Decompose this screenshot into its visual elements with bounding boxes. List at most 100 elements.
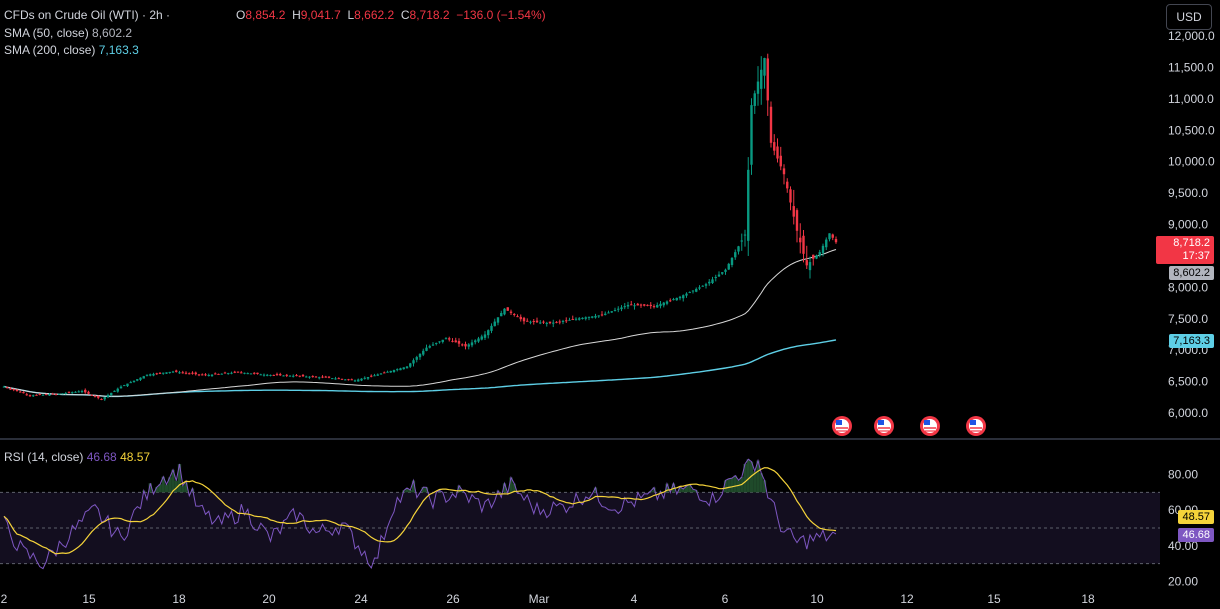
candle-body <box>737 246 740 252</box>
currency-button[interactable]: USD <box>1166 4 1212 30</box>
legend-sma200[interactable]: SMA (200, close) 7,163.3 <box>4 43 139 57</box>
candle-body <box>126 383 129 387</box>
candles-layer <box>2 53 838 401</box>
event-markers <box>832 416 986 436</box>
sma50-line <box>3 249 837 397</box>
candle-body <box>646 304 649 306</box>
candle-body <box>623 306 626 308</box>
candle-body <box>672 299 675 301</box>
rsi-overbought-fill <box>512 483 516 493</box>
rsi-overbought-fill <box>437 490 442 493</box>
price-tick-label: 10,000.0 <box>1168 155 1215 169</box>
candle-body <box>490 325 493 331</box>
candle-body <box>818 252 821 256</box>
price-tick-label: 12,000.0 <box>1168 29 1215 43</box>
sma200-line-layer <box>3 339 837 398</box>
candle-body <box>35 394 38 396</box>
candle-body <box>71 392 74 394</box>
candle-body <box>64 392 67 394</box>
candle-body <box>106 394 110 398</box>
candle-body <box>171 371 175 373</box>
candle-body <box>435 342 438 344</box>
last-price-tag: 8,718.2 17:37 <box>1156 236 1214 264</box>
candle-body <box>298 375 301 377</box>
candle-body <box>412 360 415 364</box>
candle-body <box>347 379 350 381</box>
candle-body <box>240 372 243 374</box>
time-tick-label: 15 <box>987 592 1001 606</box>
candle-body <box>526 320 529 322</box>
candle-body <box>246 373 249 375</box>
rsi-overbought-fill <box>665 483 669 493</box>
time-axis[interactable]: 2 15 18 20 24 26 Mar 4 6 10 12 15 18 <box>1 592 1095 606</box>
candle-body <box>571 319 574 321</box>
candle-body <box>448 338 451 340</box>
candle-body <box>425 347 428 351</box>
legend-rsi[interactable]: RSI (14, close) 46.68 48.57 <box>4 450 151 464</box>
price-axis[interactable]: 6,000.06,500.07,000.07,500.08,000.08,500… <box>1168 29 1215 589</box>
candle-body <box>548 321 552 324</box>
candle-body <box>747 169 750 241</box>
us-flag-event-icon[interactable] <box>966 416 986 436</box>
symbol-title: CFDs on Crude Oil (WTI) · 2h · <box>4 8 171 22</box>
candle-body <box>682 295 685 299</box>
candle-body <box>656 305 659 308</box>
legend-symbol[interactable]: CFDs on Crude Oil (WTI) · 2h · <box>4 8 170 22</box>
rsi-overbought-fill <box>756 460 760 493</box>
candle-body <box>41 394 45 396</box>
price-tick-label: 10,500.0 <box>1168 123 1215 137</box>
candle-body <box>555 321 558 323</box>
time-tick-label: 6 <box>722 592 729 606</box>
candle-body <box>545 322 548 324</box>
candle-body <box>243 372 246 374</box>
candle-body <box>587 316 591 318</box>
time-tick-label: 20 <box>262 592 276 606</box>
candle-body <box>311 376 314 378</box>
rsi-overbought-fill <box>502 483 507 493</box>
candle-body <box>724 269 727 272</box>
candle-body <box>194 372 197 375</box>
candle-body <box>535 320 539 323</box>
candle-body <box>376 374 379 376</box>
us-flag-event-icon[interactable] <box>920 416 940 436</box>
candle-body <box>337 378 340 380</box>
candle-body <box>522 317 526 322</box>
candle-body <box>776 146 779 159</box>
candle-body <box>766 58 769 101</box>
candle-body <box>740 240 743 242</box>
candle-body <box>116 388 119 392</box>
event-flag-canton <box>836 420 842 425</box>
candle-body <box>831 234 834 238</box>
candle-body <box>113 390 116 392</box>
candle-body <box>97 395 100 398</box>
legend-sma50[interactable]: SMA (50, close) 8,602.2 <box>4 26 133 40</box>
time-tick-label: 2 <box>1 592 8 606</box>
sma50-price-tag: 8,602.2 <box>1169 266 1214 280</box>
candle-body <box>282 375 285 377</box>
rsi-overbought-fill <box>684 486 689 493</box>
us-flag-event-icon[interactable] <box>874 416 894 436</box>
candle-body <box>197 374 201 376</box>
candle-body <box>162 372 165 374</box>
candle-body <box>487 330 490 336</box>
candle-body <box>386 371 389 373</box>
candle-body <box>168 371 171 373</box>
candle-body <box>441 339 444 342</box>
candle-body <box>67 391 71 393</box>
candle-body <box>626 304 630 307</box>
candle-body <box>834 239 838 243</box>
rsi-overbought-fill <box>652 487 656 493</box>
candle-body <box>61 393 64 395</box>
candle-body <box>659 303 662 307</box>
candle-body <box>717 274 721 277</box>
candle-body <box>779 155 782 167</box>
candle-body <box>275 374 279 376</box>
candle-body <box>730 258 734 266</box>
candle-body <box>6 387 9 389</box>
candle-body <box>279 374 282 376</box>
candle-body <box>506 307 509 311</box>
rsi-overbought-fill <box>730 478 734 493</box>
candle-body <box>701 285 704 287</box>
us-flag-event-icon[interactable] <box>832 416 852 436</box>
